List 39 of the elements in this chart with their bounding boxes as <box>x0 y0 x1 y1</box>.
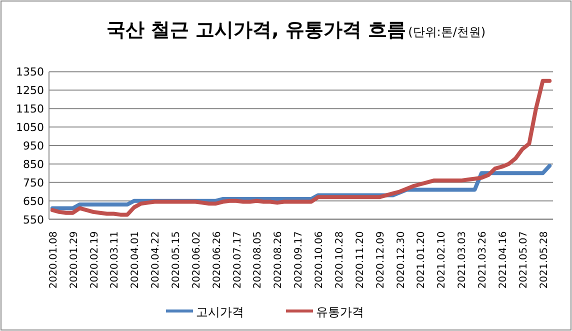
x-tick-label: 2020.02.19 <box>89 231 100 289</box>
x-tick-label: 2021.01.20 <box>416 231 428 289</box>
x-tick-label: 2020.05.15 <box>171 231 182 289</box>
x-tick-label: 2020.01.08 <box>48 231 60 289</box>
x-tick-label: 2020.10.06 <box>314 231 326 289</box>
x-tick-label: 2021.03.03 <box>457 231 468 289</box>
x-tick-label: 2020.01.29 <box>68 231 80 289</box>
x-tick-label: 2020.06.26 <box>212 231 223 289</box>
legend-label: 고시가격 <box>196 305 244 319</box>
x-tick-label: 2020.04.22 <box>150 231 162 289</box>
x-tick-label: 2020.12.09 <box>375 231 386 289</box>
x-tick-label: 2021.03.26 <box>477 231 488 289</box>
x-tick-label: 2020.03.11 <box>110 231 121 289</box>
y-tick-label: 1050 <box>16 121 44 134</box>
x-tick-label: 2020.07.17 <box>232 231 244 289</box>
y-tick-label: 550 <box>23 213 44 226</box>
x-tick-label: 2021.02.10 <box>436 231 448 289</box>
y-tick-label: 1250 <box>16 84 44 98</box>
x-tick-label: 2020.11.20 <box>354 231 366 289</box>
x-tick-label: 2020.08.26 <box>273 231 284 289</box>
y-tick-label: 850 <box>23 158 44 171</box>
x-tick-label: 2020.12.30 <box>396 231 407 289</box>
x-tick-label: 2020.04.01 <box>130 231 142 289</box>
x-tick-label: 2021.04.16 <box>498 231 509 289</box>
x-tick-label: 2020.10.28 <box>334 231 346 289</box>
legend-label: 유통가격 <box>316 305 364 319</box>
y-tick-label: 950 <box>23 140 44 152</box>
y-tick-label: 1350 <box>16 66 44 79</box>
chart-subtitle: (단위:톤/천원) <box>408 25 486 39</box>
x-tick-label: 2020.08.05 <box>252 231 264 289</box>
line-series <box>50 78 552 217</box>
x-tick-label: 2020.09.17 <box>294 231 305 289</box>
y-tick-label: 650 <box>23 194 44 208</box>
chart-title: 국산 철근 고시가격, 유통가격 흐름 <box>106 19 406 41</box>
y-tick-label: 750 <box>23 176 44 190</box>
x-tick-label: 2021.05.28 <box>538 231 550 289</box>
x-tick-label: 2021.05.07 <box>518 231 530 289</box>
y-tick-label: 1150 <box>16 102 44 116</box>
x-tick-label: 2020.06.02 <box>191 231 202 289</box>
